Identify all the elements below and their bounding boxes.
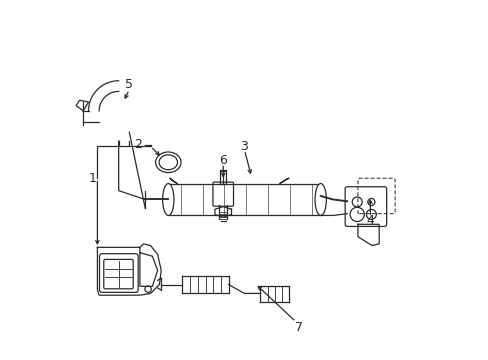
Text: 7: 7	[295, 321, 303, 334]
Text: 5: 5	[125, 78, 133, 91]
Ellipse shape	[163, 184, 174, 215]
Text: 1: 1	[89, 172, 97, 185]
Text: 3: 3	[240, 140, 248, 153]
Text: 6: 6	[219, 154, 227, 167]
Ellipse shape	[314, 184, 325, 215]
Text: 2: 2	[134, 138, 142, 151]
Text: 4: 4	[366, 214, 373, 227]
